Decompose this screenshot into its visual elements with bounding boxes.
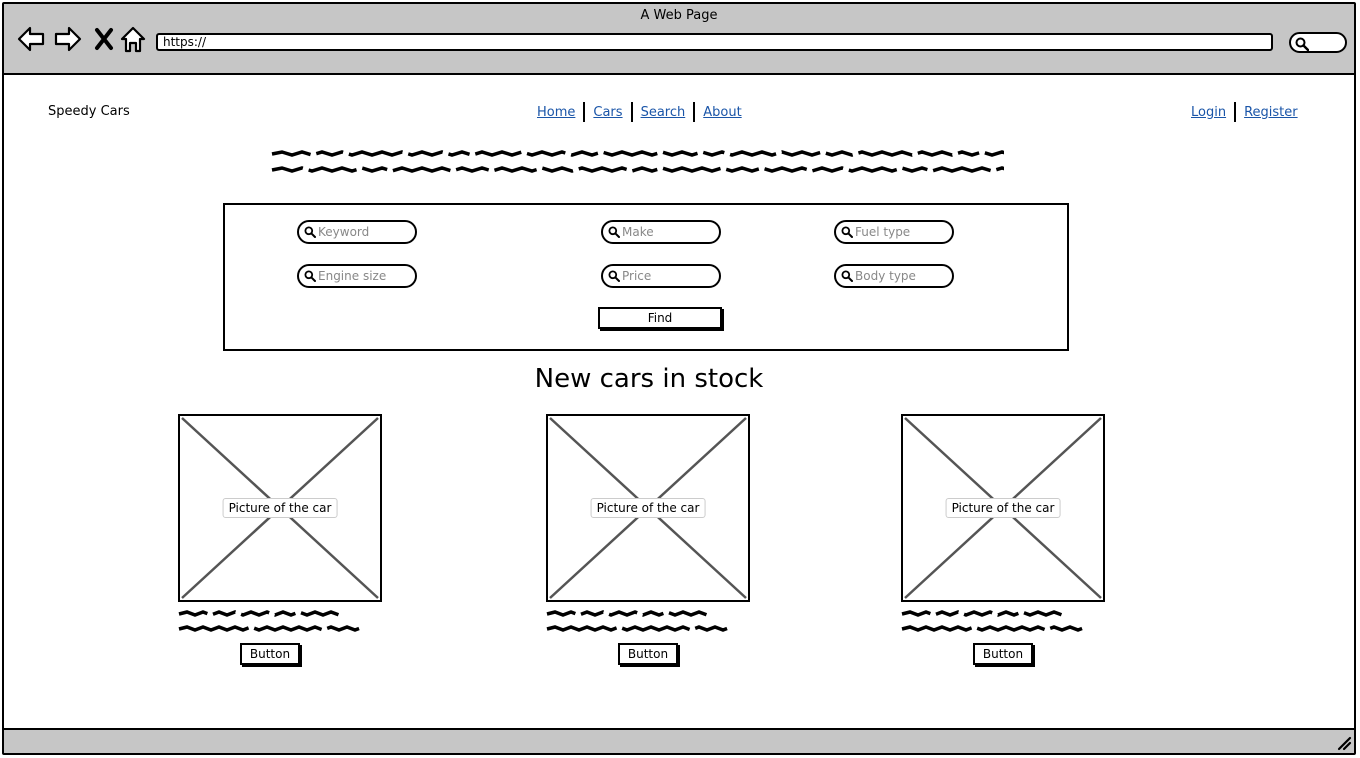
browser-status-bar: [4, 728, 1354, 753]
price-field[interactable]: [601, 264, 721, 288]
login-link[interactable]: Login: [1191, 104, 1227, 120]
main-navigation: Home Cars Search About: [533, 102, 746, 122]
resize-grip-icon[interactable]: [1336, 735, 1352, 751]
car-action-button[interactable]: Button: [618, 643, 678, 665]
car-action-button[interactable]: Button: [973, 643, 1033, 665]
close-icon[interactable]: [90, 24, 120, 54]
nav-about-link[interactable]: About: [703, 104, 742, 120]
auth-navigation: Login Register: [1187, 102, 1302, 122]
price-input[interactable]: [622, 267, 716, 285]
nav-separator: [630, 102, 633, 122]
search-icon: [304, 270, 316, 282]
register-link[interactable]: Register: [1244, 104, 1298, 120]
section-title: New cars in stock: [534, 364, 764, 394]
fuel-type-field[interactable]: [834, 220, 954, 244]
search-icon: [608, 270, 620, 282]
make-field[interactable]: [601, 220, 721, 244]
nav-separator: [583, 102, 586, 122]
car-description-text: [178, 610, 372, 632]
body-type-input[interactable]: [855, 267, 949, 285]
browser-search-box[interactable]: [1289, 32, 1347, 53]
car-search-panel: Find: [223, 203, 1069, 351]
search-icon: [1295, 37, 1309, 51]
car-image-label: Picture of the car: [590, 498, 706, 518]
keyword-field[interactable]: [297, 220, 417, 244]
car-description-text: [901, 610, 1095, 632]
keyword-input[interactable]: [318, 223, 412, 241]
engine-size-field[interactable]: [297, 264, 417, 288]
nav-home-link[interactable]: Home: [537, 104, 576, 120]
site-logo-text: Speedy Cars: [48, 104, 130, 119]
car-image-placeholder: Picture of the car: [901, 414, 1105, 602]
search-icon: [841, 270, 853, 282]
intro-placeholder-text: [271, 150, 1004, 173]
nav-cars-link[interactable]: Cars: [593, 104, 623, 120]
address-bar[interactable]: https://: [156, 33, 1273, 51]
car-image-placeholder: Picture of the car: [546, 414, 750, 602]
arrow-left-icon[interactable]: [16, 24, 46, 54]
car-image-label: Picture of the car: [222, 498, 338, 518]
fuel-type-input[interactable]: [855, 223, 949, 241]
nav-separator: [693, 102, 696, 122]
nav-search-link[interactable]: Search: [640, 104, 686, 120]
car-action-button[interactable]: Button: [240, 643, 300, 665]
engine-size-input[interactable]: [318, 267, 412, 285]
search-icon: [608, 226, 620, 238]
car-image-label: Picture of the car: [945, 498, 1061, 518]
arrow-right-icon[interactable]: [53, 24, 83, 54]
search-icon: [304, 226, 316, 238]
make-input[interactable]: [622, 223, 716, 241]
find-button[interactable]: Find: [598, 307, 722, 329]
home-icon[interactable]: [118, 24, 148, 54]
window-title: A Web Page: [640, 8, 718, 23]
nav-separator: [1234, 102, 1237, 122]
car-image-placeholder: Picture of the car: [178, 414, 382, 602]
browser-toolbar: A Web Page https://: [4, 4, 1354, 75]
car-description-text: [546, 610, 740, 632]
search-icon: [841, 226, 853, 238]
body-type-field[interactable]: [834, 264, 954, 288]
